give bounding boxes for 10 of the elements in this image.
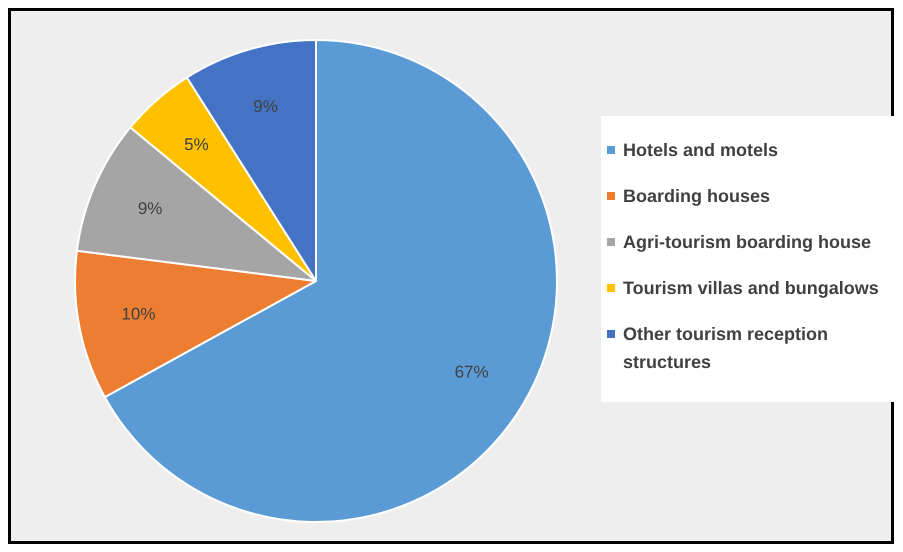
data-label: 10% — [121, 304, 156, 324]
data-label: 5% — [184, 135, 209, 154]
legend-label: Tourism villas and bungalows — [623, 277, 879, 300]
data-label: 9% — [253, 97, 278, 116]
legend-label: Agri-tourism boarding house — [623, 231, 872, 254]
legend-label: Boarding houses — [623, 185, 770, 208]
legend-label: Hotels and motels — [623, 139, 778, 162]
data-label: 67% — [454, 362, 489, 382]
data-label: 9% — [138, 198, 162, 218]
legend-label: Other tourism reception structures — [623, 323, 830, 374]
